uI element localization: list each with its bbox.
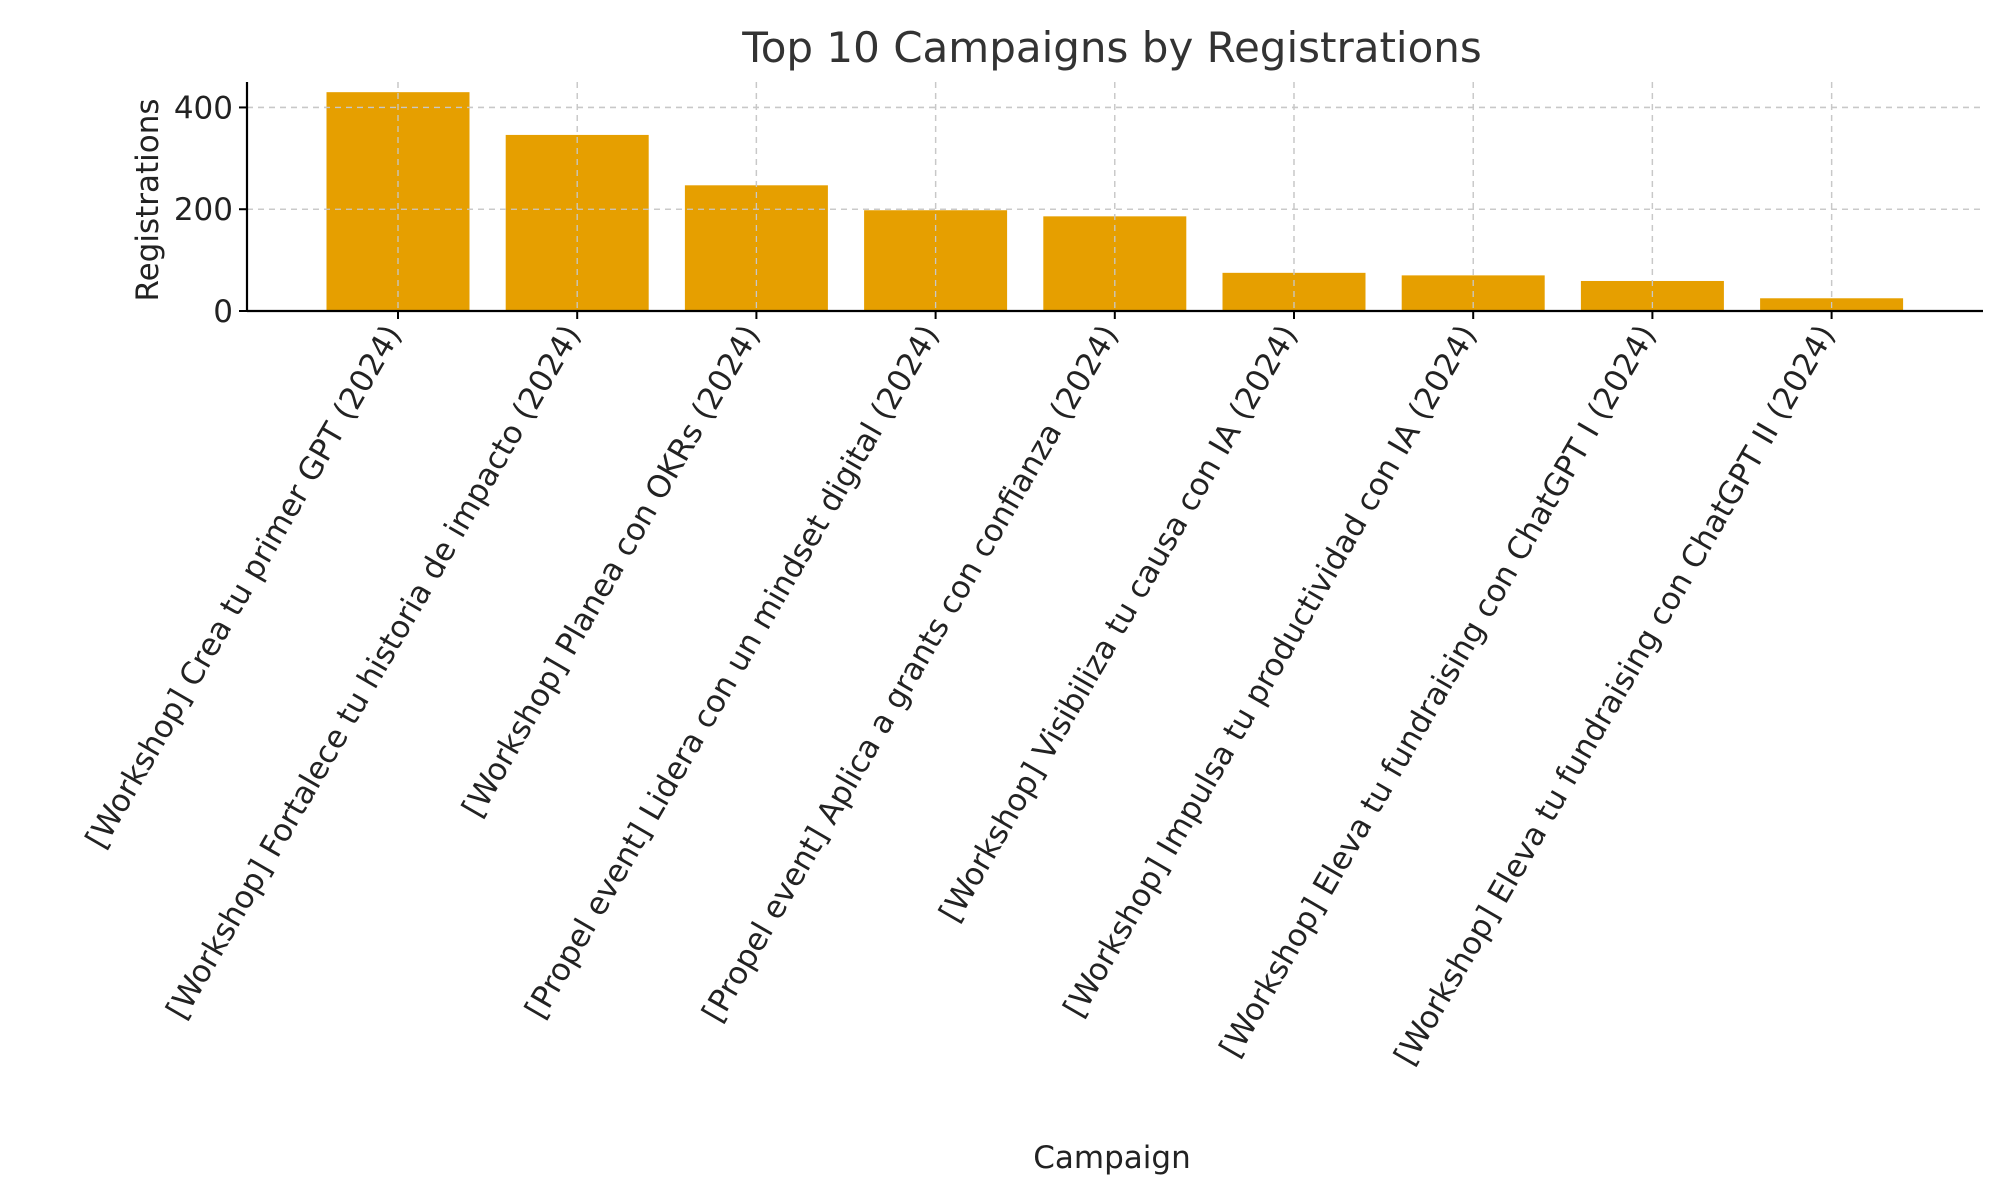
y-axis-ticks: 0 200 400	[174, 90, 247, 330]
y-tick-label: 0	[213, 294, 233, 330]
y-tick-label: 400	[174, 90, 233, 126]
bars	[247, 82, 1983, 311]
chart-title: Top 10 Campaigns by Registrations	[741, 23, 1482, 72]
category-label: [Workshop] Crea tu primer GPT (2024)	[79, 319, 409, 855]
category-label: [Workshop] Visibiliza tu causa con IA (2…	[932, 319, 1305, 928]
x-axis-label: Campaign	[1033, 1140, 1190, 1176]
bar	[326, 92, 470, 311]
x-axis-ticks: [Workshop] Crea tu primer GPT (2024)[Wor…	[79, 311, 1843, 1071]
category-label: [Workshop] Fortalece tu historia de impa…	[160, 319, 589, 1025]
category-label: [Workshop] Planea con OKRs (2024)	[455, 319, 767, 823]
category-label: [Propel event] Lidera con un mindset dig…	[518, 319, 946, 1025]
category-label: [Propel event] Aplica a grants con confi…	[695, 319, 1125, 1028]
category-label: [Workshop] Impulsa tu productividad con …	[1057, 319, 1485, 1024]
y-tick-label: 200	[174, 192, 233, 228]
y-axis-label: Registrations	[130, 98, 166, 301]
